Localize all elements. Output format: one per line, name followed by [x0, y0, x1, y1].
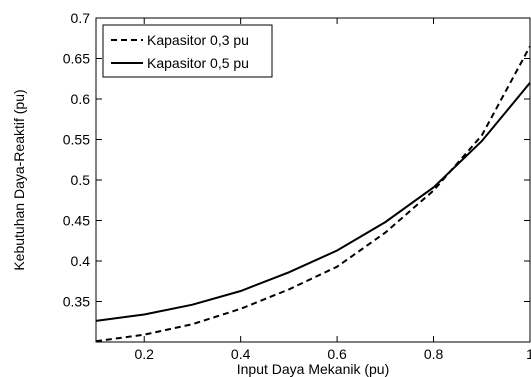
y-tick-label: 0.5 [71, 172, 91, 188]
x-tick-label: 0.6 [327, 346, 347, 362]
legend-box [102, 24, 273, 78]
x-tick-label: 0.4 [231, 346, 251, 362]
legend-label: Kapasitor 0,5 pu [147, 55, 249, 71]
x-axis-label: Input Daya Mekanik (pu) [237, 361, 390, 377]
plot-frame [95, 17, 531, 343]
y-tick-label: 0.4 [71, 253, 91, 269]
x-tick-label: 1 [526, 346, 531, 362]
legend: Kapasitor 0,3 pu Kapasitor 0,5 pu [102, 24, 273, 78]
y-axis-label: Kebutuhan Daya-Reaktif (pu) [11, 89, 27, 270]
legend-label: Kapasitor 0,3 pu [147, 32, 249, 48]
y-tick-label: 0.6 [71, 91, 91, 107]
series-line-2 [95, 82, 531, 322]
y-tick-label: 0.55 [63, 132, 90, 148]
y-tick-label: 0.45 [63, 213, 90, 229]
series-layer [95, 45, 531, 343]
y-tick-label: 0.35 [63, 294, 90, 310]
series-line-1 [95, 45, 531, 343]
x-tick-label: 0.8 [424, 346, 444, 362]
axes-ticks: 0.2 0.4 0.6 0.8 1 0.35 0.4 0.45 0.5 0.55 0.6 0.65 0.… [63, 10, 531, 362]
x-tick-label: 0.2 [134, 346, 154, 362]
y-tick-label: 0.7 [71, 10, 91, 26]
y-tick-label: 0.65 [63, 51, 90, 67]
